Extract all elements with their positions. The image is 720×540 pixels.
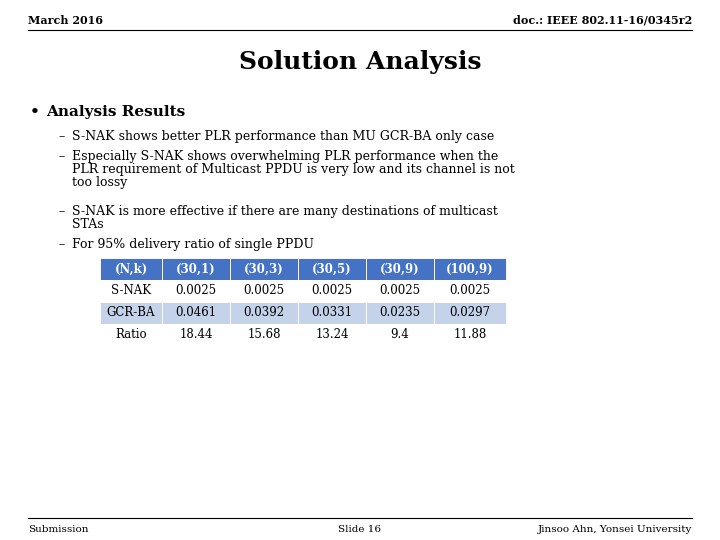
Text: 0.0461: 0.0461 (176, 307, 217, 320)
Bar (230, 258, 298, 280)
Bar (100, 324, 162, 346)
Text: 0.0392: 0.0392 (243, 307, 284, 320)
Text: 11.88: 11.88 (454, 328, 487, 341)
Text: (100,9): (100,9) (446, 262, 494, 275)
Text: too lossy: too lossy (72, 176, 127, 189)
Bar (298, 302, 366, 324)
Text: 15.68: 15.68 (247, 328, 281, 341)
Bar (230, 324, 298, 346)
Text: STAs: STAs (72, 218, 104, 231)
Text: 0.0025: 0.0025 (379, 285, 420, 298)
Bar (366, 302, 434, 324)
Bar (162, 324, 230, 346)
Text: 0.0235: 0.0235 (379, 307, 420, 320)
Text: –: – (58, 150, 64, 163)
Text: (30,1): (30,1) (176, 262, 216, 275)
Text: (30,5): (30,5) (312, 262, 352, 275)
Text: –: – (58, 130, 64, 143)
Text: •: • (30, 105, 40, 119)
Text: Submission: Submission (28, 525, 89, 535)
Text: S-NAK shows better PLR performance than MU GCR-BA only case: S-NAK shows better PLR performance than … (72, 130, 494, 143)
Bar (366, 280, 434, 302)
Bar (230, 302, 298, 324)
Text: 0.0331: 0.0331 (312, 307, 353, 320)
Text: March 2016: March 2016 (28, 15, 103, 25)
Text: PLR requirement of Multicast PPDU is very low and its channel is not: PLR requirement of Multicast PPDU is ver… (72, 163, 515, 176)
Text: 0.0025: 0.0025 (449, 285, 490, 298)
Bar (230, 280, 298, 302)
Text: 0.0025: 0.0025 (312, 285, 353, 298)
Bar (162, 302, 230, 324)
Text: (30,9): (30,9) (380, 262, 420, 275)
Bar (298, 280, 366, 302)
Text: Jinsoo Ahn, Yonsei University: Jinsoo Ahn, Yonsei University (538, 525, 692, 535)
Text: Slide 16: Slide 16 (338, 525, 382, 535)
Text: 9.4: 9.4 (391, 328, 410, 341)
Bar (162, 258, 230, 280)
Text: Analysis Results: Analysis Results (46, 105, 185, 119)
Text: (N,k): (N,k) (114, 262, 148, 275)
Bar (434, 258, 506, 280)
Text: 0.0025: 0.0025 (176, 285, 217, 298)
Bar (162, 280, 230, 302)
Text: For 95% delivery ratio of single PPDU: For 95% delivery ratio of single PPDU (72, 238, 314, 251)
Text: 0.0297: 0.0297 (449, 307, 490, 320)
Text: (30,3): (30,3) (244, 262, 284, 275)
Text: Ratio: Ratio (115, 328, 147, 341)
Text: 18.44: 18.44 (179, 328, 212, 341)
Bar (100, 258, 162, 280)
Text: S-NAK is more effective if there are many destinations of multicast: S-NAK is more effective if there are man… (72, 205, 498, 218)
Text: –: – (58, 205, 64, 218)
Text: doc.: IEEE 802.11-16/0345r2: doc.: IEEE 802.11-16/0345r2 (513, 15, 692, 25)
Text: Especially S-NAK shows overwhelming PLR performance when the: Especially S-NAK shows overwhelming PLR … (72, 150, 498, 163)
Bar (366, 324, 434, 346)
Bar (434, 324, 506, 346)
Text: GCR-BA: GCR-BA (107, 307, 156, 320)
Bar (100, 302, 162, 324)
Text: 13.24: 13.24 (315, 328, 348, 341)
Bar (100, 280, 162, 302)
Bar (298, 258, 366, 280)
Bar (434, 280, 506, 302)
Text: –: – (58, 238, 64, 251)
Bar (434, 302, 506, 324)
Bar (298, 324, 366, 346)
Text: S-NAK: S-NAK (111, 285, 151, 298)
Bar (366, 258, 434, 280)
Text: 0.0025: 0.0025 (243, 285, 284, 298)
Text: Solution Analysis: Solution Analysis (239, 50, 481, 74)
